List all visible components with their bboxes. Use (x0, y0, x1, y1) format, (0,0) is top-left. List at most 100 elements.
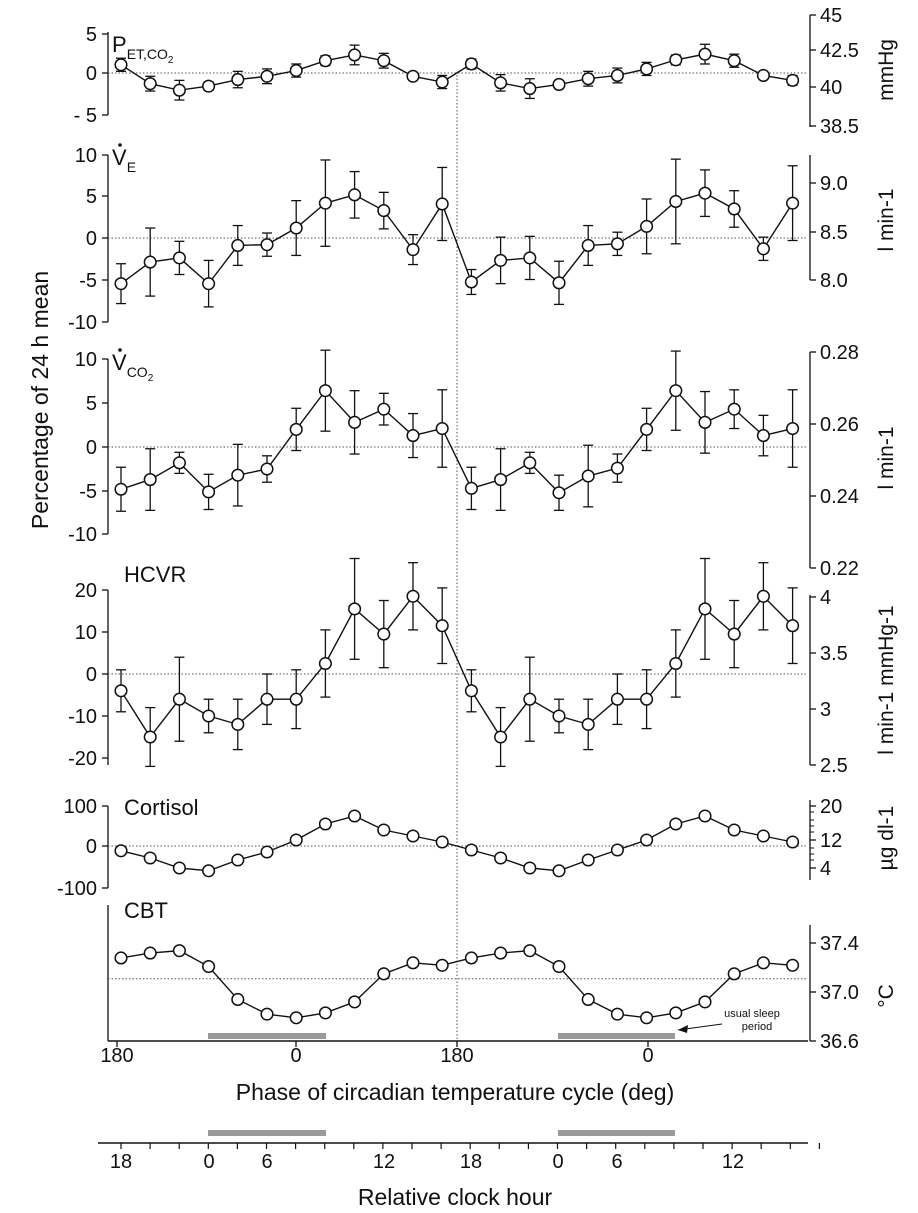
data-point (698, 995, 712, 1009)
data-point (406, 589, 420, 603)
data-point (756, 829, 770, 843)
data-point (377, 54, 391, 68)
right-tick-label: 45 (820, 5, 842, 27)
sleep-arrow-head (678, 1025, 688, 1033)
data-point (640, 833, 654, 847)
data-point (377, 204, 391, 218)
data-point (289, 422, 303, 436)
data-point (786, 958, 800, 972)
data-point (786, 835, 800, 849)
data-point (202, 277, 216, 291)
left-tick-label: 20 (75, 580, 97, 602)
left-tick-label: -20 (68, 748, 97, 770)
data-point (435, 958, 449, 972)
data-point (786, 619, 800, 633)
data-point (114, 684, 128, 698)
data-point (260, 238, 274, 252)
data-point (406, 69, 420, 83)
data-point (523, 944, 537, 958)
x-axis-title: Phase of circadian temperature cycle (de… (236, 1079, 675, 1105)
series-line (120, 192, 794, 285)
data-point (581, 238, 595, 253)
data-point (143, 946, 157, 960)
data-point (756, 429, 770, 443)
data-point (523, 82, 537, 96)
panel-vco2: 10 5 0 -5 -10 0.28 0.26 0.24 0.22 l min-1 VCO2 (68, 342, 898, 580)
data-point (669, 53, 683, 67)
data-point (318, 817, 332, 831)
data-point (114, 58, 128, 72)
data-point (640, 692, 654, 706)
data-point (494, 851, 508, 865)
data-point (114, 277, 128, 291)
data-point (406, 956, 420, 970)
data-point (435, 619, 449, 633)
data-point (348, 188, 362, 202)
data-point (377, 823, 391, 837)
data-point (289, 63, 303, 78)
right-tick-label: 37.0 (820, 982, 859, 1004)
left-tick-label: -100 (57, 878, 97, 900)
data-point (464, 275, 478, 289)
sleep-annotation-line1: usual sleep (724, 1008, 780, 1020)
data-point (231, 73, 245, 87)
left-tick-label: 0 (86, 437, 97, 459)
data-point (698, 47, 712, 61)
clock-tick-label: 12 (373, 1151, 395, 1173)
y-axis-title: Percentage of 24 h mean (27, 271, 53, 529)
data-point (172, 83, 186, 97)
clock-axis-ticks: 18 0 6 12 18 0 6 12 (110, 1151, 744, 1173)
data-point (698, 602, 712, 616)
data-point (435, 421, 449, 436)
panel-label: VE (112, 145, 136, 175)
panel-cbt: 37.4 37.0 36.6 °C CBT (107, 898, 898, 1053)
data-point (581, 717, 595, 731)
data-point (260, 1007, 274, 1021)
left-tick-label: 0 (86, 228, 97, 250)
data-point (114, 482, 128, 496)
data-point (610, 843, 624, 857)
data-point (786, 196, 800, 210)
data-point (231, 468, 245, 482)
data-point (552, 77, 566, 92)
panel-hcvr: 20 10 0 -10 -20 4 3.5 3 2.5 l min-1 mmHg-1 HCVR (68, 557, 898, 777)
data-point (172, 692, 186, 706)
panel-label: HCVR (124, 562, 186, 587)
left-tick-label: 10 (75, 145, 97, 167)
right-axis-unit: l min-1 (875, 188, 898, 251)
data-point (669, 384, 683, 398)
clock-tick-label: 6 (261, 1151, 272, 1173)
right-tick-label: 9.0 (820, 173, 848, 195)
data-point (289, 692, 303, 706)
data-point (727, 967, 741, 981)
data-point (172, 251, 186, 265)
data-point (610, 1007, 624, 1021)
data-point (494, 473, 508, 487)
right-tick-label: 8.5 (820, 222, 848, 244)
data-point (494, 946, 508, 960)
data-point (172, 456, 186, 470)
data-point (289, 833, 303, 847)
left-tick-label: - 5 (74, 105, 97, 127)
data-point (143, 255, 157, 269)
dot-accent (118, 348, 122, 352)
right-tick-label: 20 (820, 796, 842, 818)
left-tick-label: 0 (86, 63, 97, 85)
data-point (494, 253, 508, 267)
data-point (552, 276, 566, 290)
data-point (289, 1011, 303, 1025)
data-point (610, 68, 624, 83)
data-point (552, 864, 566, 878)
right-axis-unit: °C (875, 984, 898, 1008)
data-point (348, 995, 362, 1009)
data-point (698, 186, 712, 200)
data-point (289, 221, 303, 235)
data-point (610, 461, 624, 475)
phase-axis-ticks: 180 0 180 0 (100, 1045, 653, 1067)
right-tick-label: 3 (820, 699, 831, 721)
left-tick-label: -10 (68, 312, 97, 334)
data-point (464, 684, 478, 698)
right-axis-unit: µg dl-1 (875, 806, 898, 871)
data-point (669, 656, 683, 671)
right-tick-label: 4 (820, 858, 831, 880)
